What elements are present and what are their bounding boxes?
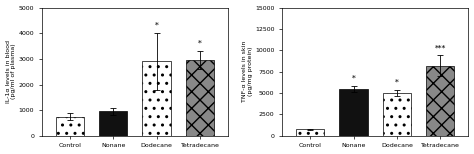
Y-axis label: TNF-α levels in skin
(pg/mg protein): TNF-α levels in skin (pg/mg protein): [242, 41, 253, 102]
Bar: [426, 66, 455, 136]
Bar: [143, 61, 171, 136]
Text: ***: ***: [435, 44, 446, 52]
Bar: [99, 111, 128, 136]
Text: *: *: [198, 40, 202, 48]
Text: *: *: [155, 22, 158, 30]
Bar: [186, 60, 214, 136]
Text: *: *: [352, 75, 356, 83]
Bar: [383, 93, 411, 136]
Bar: [296, 129, 324, 136]
Y-axis label: IL-1α levels in blood
(pg/ml of plasma): IL-1α levels in blood (pg/ml of plasma): [6, 40, 17, 103]
Bar: [339, 89, 368, 136]
Bar: [56, 117, 84, 136]
Text: *: *: [395, 79, 399, 87]
